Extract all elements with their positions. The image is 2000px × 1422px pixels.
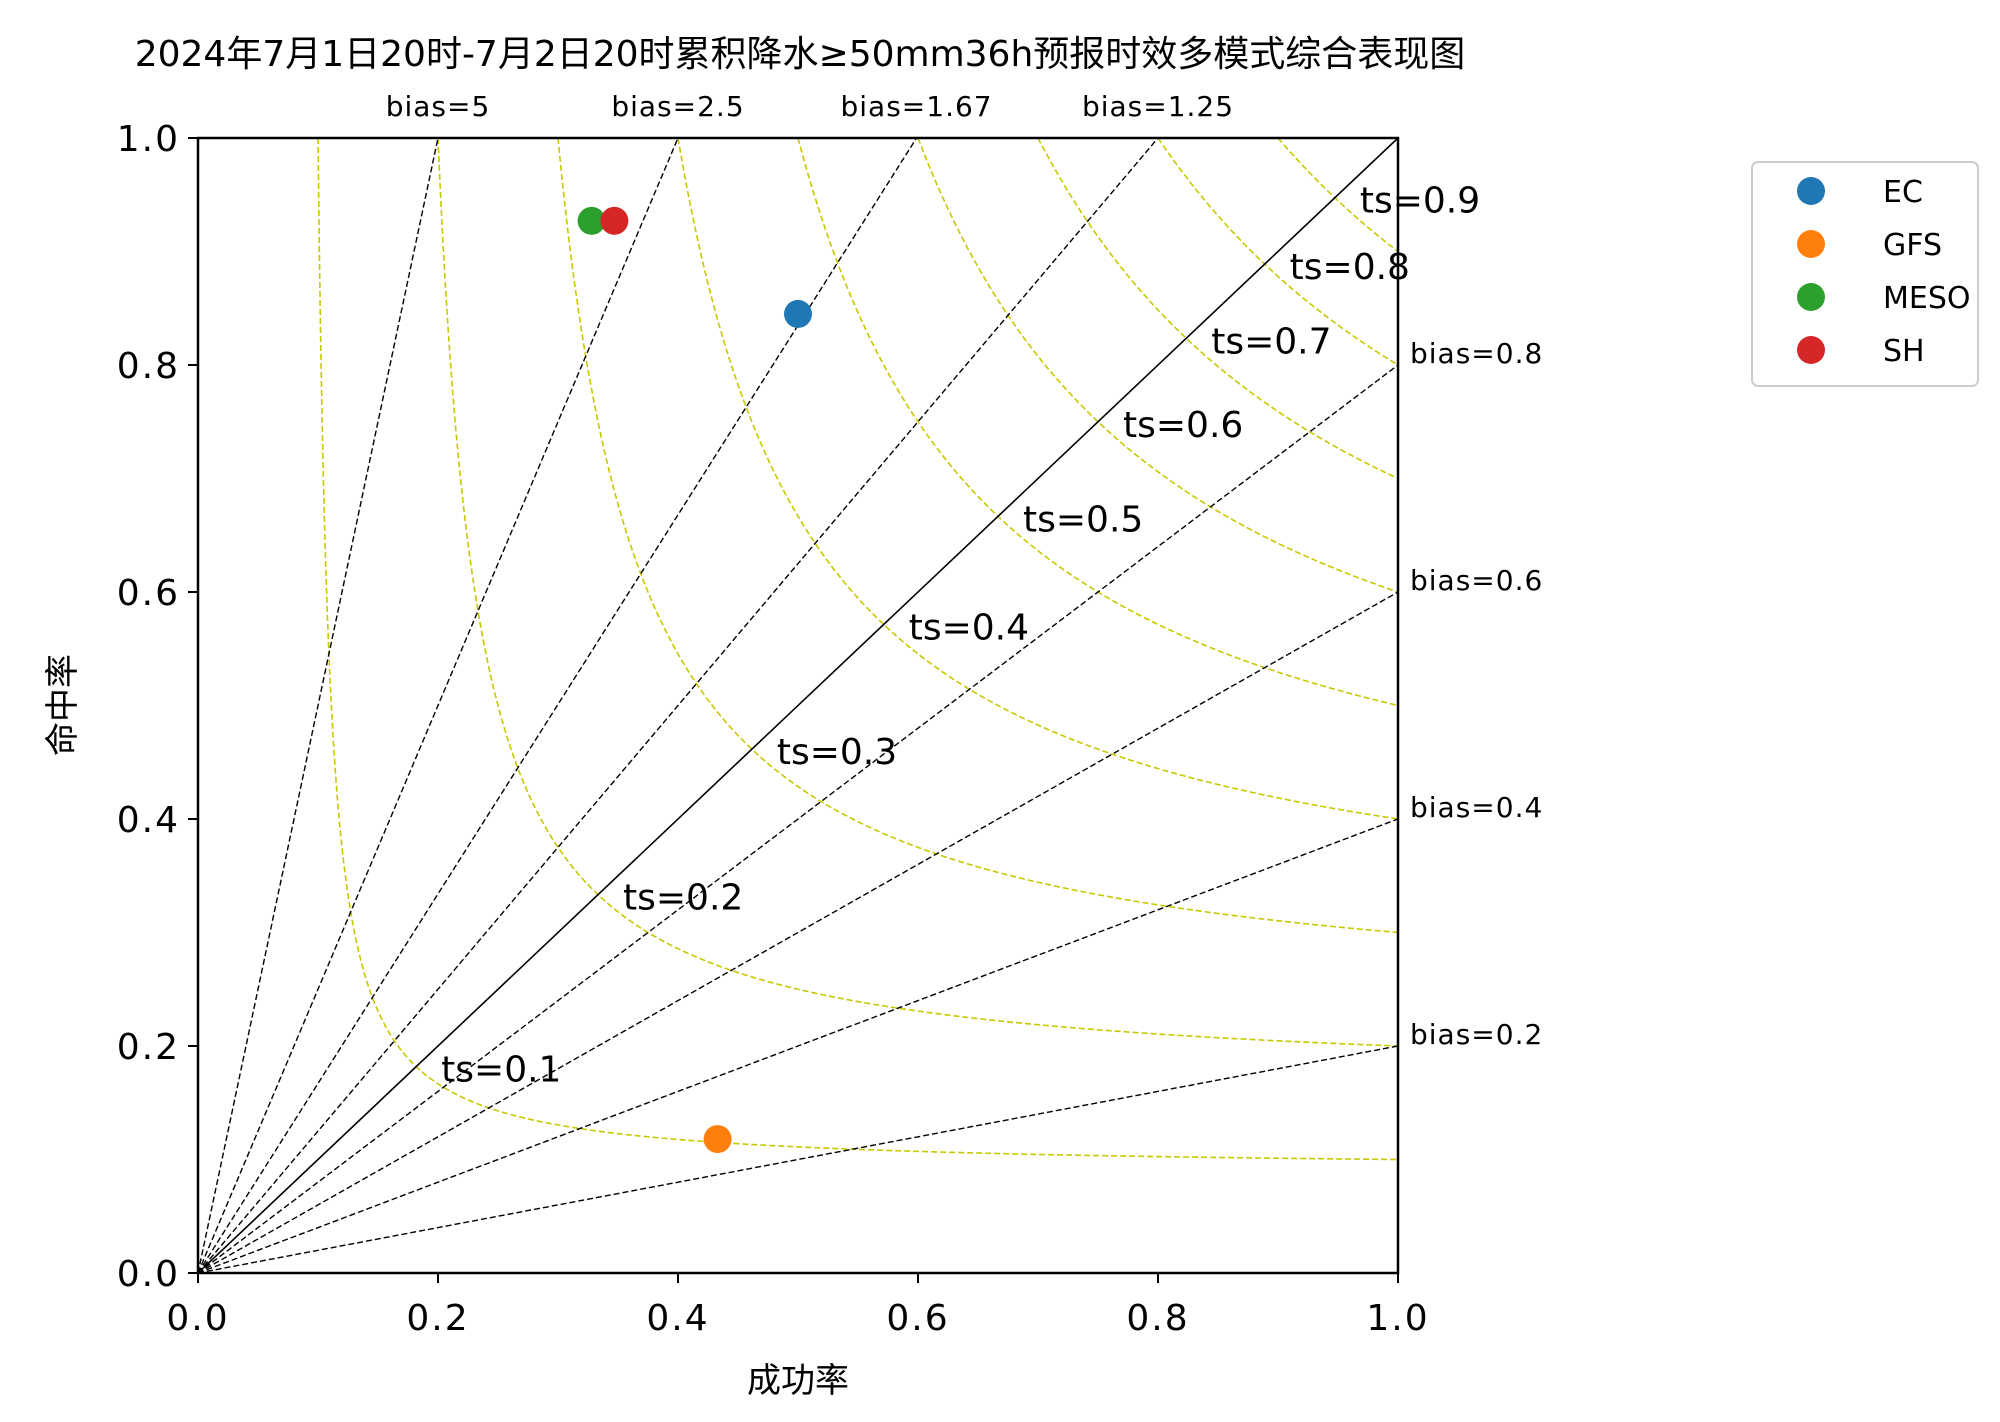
ts-labels: ts=0.1 ts=0.2 ts=0.3 ts=0.4 ts=0.5 ts=0.6 ts=0… [441,181,1480,1091]
bias-label-top-0: bias=5 [386,90,491,123]
bias-label-right-2: bias=0.4 [1410,791,1543,824]
ts-curve-0 [317,137,1399,1161]
ts-label-0: ts=0.1 [441,1050,561,1091]
x-tick-label-5: 1.0 [1366,1298,1429,1339]
ts-curve-5 [917,137,1399,593]
bias-label-right-3: bias=0.2 [1410,1018,1543,1051]
y-tick-label-5: 1.0 [117,119,180,160]
y-tick-label-1: 0.2 [117,1027,180,1068]
legend-box [1751,161,1979,387]
legend-label-gfs: GFS [1883,228,1942,263]
ts-curve-2 [557,137,1399,934]
y-axis-label: 命中率 [43,654,83,756]
ts-curve-3 [677,137,1399,820]
ts-label-5: ts=0.6 [1123,405,1243,446]
bias-labels: bias=5 bias=2.5 bias=1.67 bias=1.25 bias=0.8… [386,90,1543,1051]
ts-curve-6 [1037,137,1399,480]
legend-label-meso: MESO [1883,281,1971,316]
legend-label-sh: SH [1883,334,1925,369]
ts-label-1: ts=0.2 [623,878,743,919]
x-axis-label: 成功率 [747,1361,849,1401]
ts-label-2: ts=0.3 [777,732,897,773]
chart-title: 2024年7月1日20时-7月2日20时累积降水≥50mm36h预报时效多模式综… [135,34,1466,75]
bias-line-4 [197,137,1399,1274]
x-tick-label-3: 0.6 [886,1298,949,1339]
bias-line-8 [197,1045,1399,1274]
legend-marker-meso [1797,283,1825,311]
y-tick-label-4: 0.8 [117,346,180,387]
ts-curve-8 [1277,137,1399,253]
data-points [577,206,812,1154]
x-axis-ticks: 0.0 0.2 0.4 0.6 0.8 1.0 [166,1273,1429,1339]
x-tick-label-4: 0.8 [1126,1298,1189,1339]
bias-label-top-3: bias=1.25 [1082,90,1234,123]
x-tick-label-2: 0.4 [646,1298,709,1339]
bias-label-right-0: bias=0.8 [1410,337,1543,370]
bias-line-7 [197,818,1399,1274]
data-point-meso [577,206,606,235]
ts-label-4: ts=0.5 [1023,499,1143,540]
y-axis-ticks: 0.0 0.2 0.4 0.6 0.8 1.0 [117,119,198,1295]
bias-line-6 [197,591,1399,1274]
data-point-sh [600,206,629,235]
legend-marker-sh [1797,336,1825,364]
plot-frame [196,136,1400,1275]
y-tick-label-0: 0.0 [117,1254,180,1295]
bias-line-0 [197,137,439,1274]
legend: EC GFS MESO SH [1751,161,1979,387]
ts-curve-7 [1157,137,1399,366]
bias-label-top-2: bias=1.67 [841,90,993,123]
legend-label-ec: EC [1883,175,1923,210]
bias-line-3 [197,137,1159,1274]
bias-line-5 [197,364,1399,1274]
data-point-ec [784,299,812,328]
ts-label-6: ts=0.7 [1211,321,1331,362]
x-tick-label-0: 0.0 [166,1298,229,1339]
y-tick-label-3: 0.6 [117,573,180,614]
bias-label-top-1: bias=2.5 [611,90,744,123]
x-tick-label-1: 0.2 [406,1298,469,1339]
bias-label-right-1: bias=0.6 [1410,564,1543,597]
legend-marker-gfs [1797,230,1825,258]
legend-marker-ec [1797,177,1825,205]
ts-label-3: ts=0.4 [909,607,1029,648]
ts-label-7: ts=0.8 [1290,247,1410,288]
ts-label-8: ts=0.9 [1360,181,1480,222]
bias-line-1 [197,137,679,1274]
data-point-gfs [703,1125,732,1154]
y-tick-label-2: 0.4 [117,800,180,841]
